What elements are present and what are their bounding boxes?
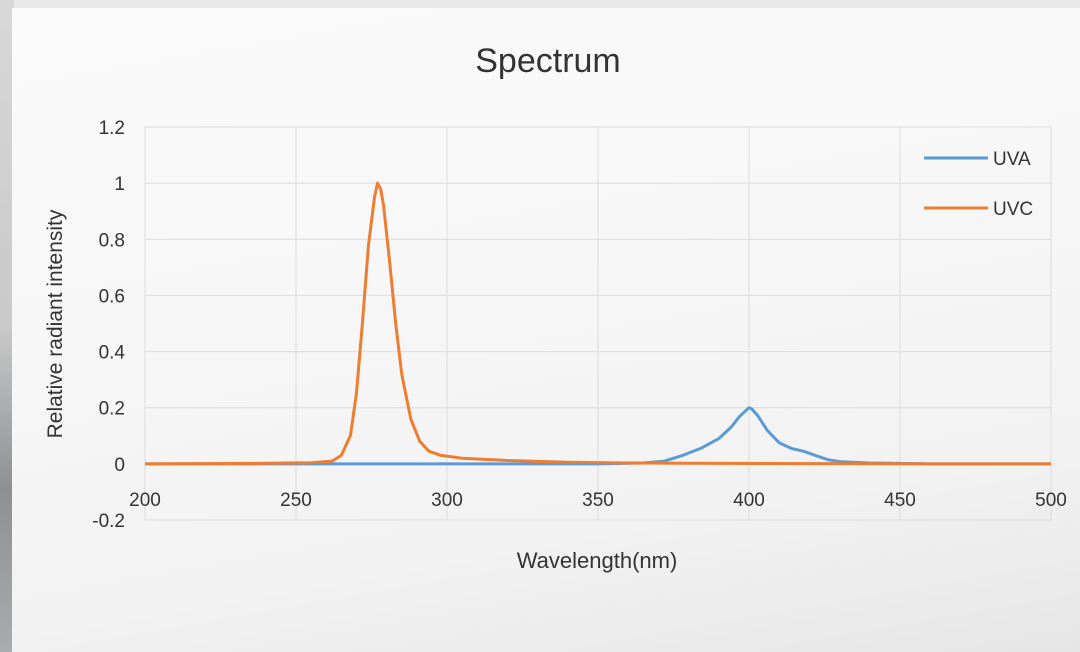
- x-tick-labels: 200 250 300 350 400 450 500: [129, 490, 1067, 511]
- x-axis-label: Wavelength(nm): [517, 548, 678, 573]
- x-tick-label: 450: [884, 490, 916, 511]
- legend: UVA UVC: [924, 149, 1033, 220]
- y-tick-label: -0.2: [92, 511, 125, 532]
- y-tick-label: 1.2: [99, 118, 125, 139]
- y-tick-label: 0.6: [99, 286, 125, 307]
- y-axis-label: Relative radiant intensity: [44, 209, 67, 438]
- y-tick-label: 0: [114, 455, 125, 476]
- x-tick-label: 500: [1035, 490, 1067, 511]
- grid-lines: [144, 126, 1052, 521]
- chart-card: [12, 8, 1080, 652]
- series-lines: [144, 181, 1051, 466]
- y-tick-labels: 1.2 1 0.8 0.6 0.4 0.2 0 -0.2: [92, 118, 125, 532]
- x-tick-label: 300: [431, 490, 463, 511]
- x-tick-label: 250: [280, 490, 312, 511]
- legend-label-uvc: UVC: [993, 199, 1033, 220]
- left-edge-shadow: [0, 0, 14, 652]
- y-tick-label: 1: [114, 174, 125, 195]
- legend-label-uva: UVA: [993, 149, 1031, 170]
- y-tick-label: 0.2: [99, 399, 125, 420]
- y-tick-label: 0.4: [99, 343, 126, 364]
- series-line-uvc: [144, 181, 1051, 466]
- x-tick-label: 400: [733, 490, 765, 511]
- x-tick-label: 200: [129, 490, 161, 511]
- x-tick-label: 350: [582, 490, 614, 511]
- chart-title: Spectrum: [475, 42, 621, 80]
- y-tick-label: 0.8: [99, 230, 125, 251]
